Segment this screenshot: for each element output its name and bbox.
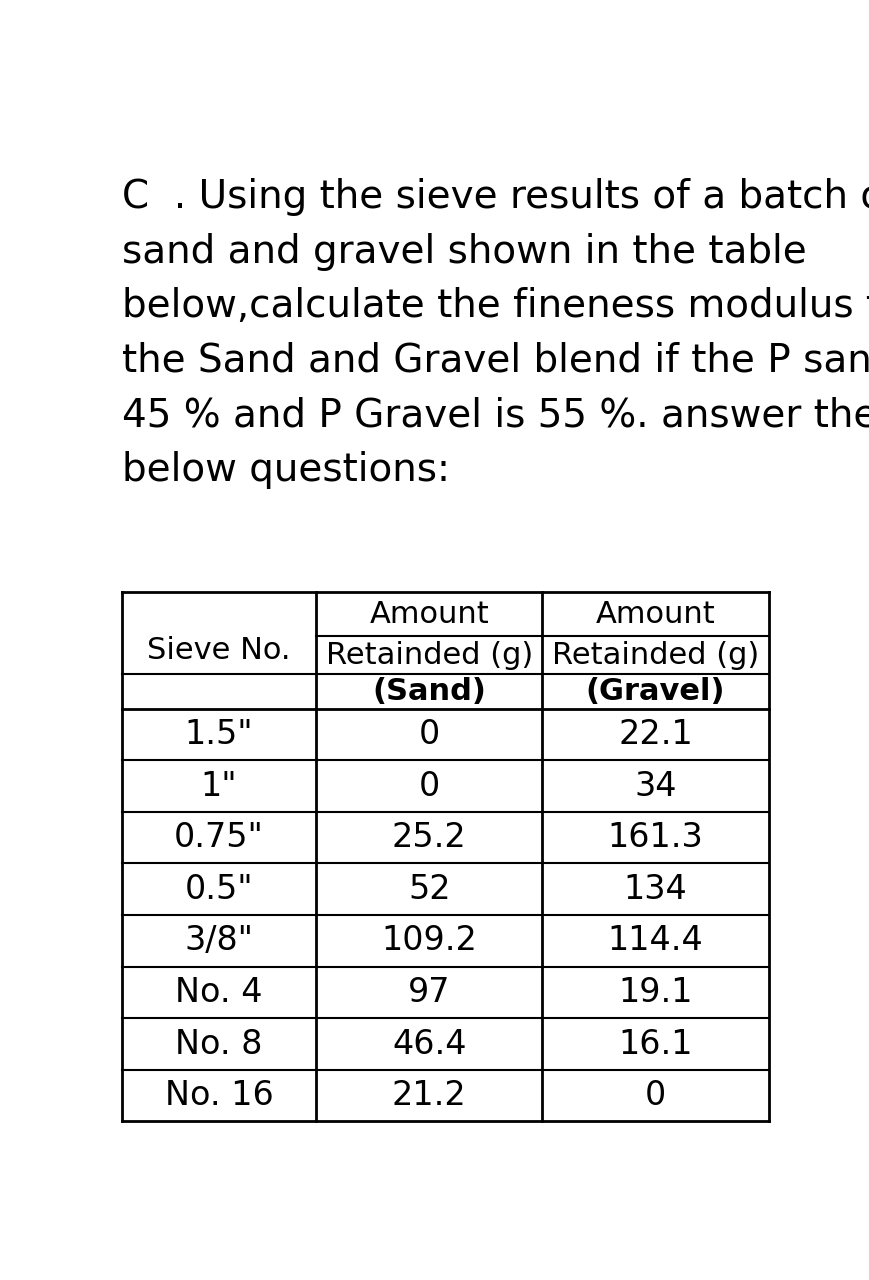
Text: Retainded (g): Retainded (g) — [326, 640, 533, 669]
Text: 161.3: 161.3 — [607, 822, 703, 854]
Text: 0.5": 0.5" — [185, 873, 254, 906]
Text: 19.1: 19.1 — [618, 975, 693, 1009]
Text: 109.2: 109.2 — [381, 924, 477, 957]
Text: 34: 34 — [634, 769, 677, 803]
Text: Sieve No.: Sieve No. — [148, 636, 291, 664]
Text: No. 16: No. 16 — [165, 1079, 274, 1112]
Text: Amount: Amount — [369, 600, 489, 628]
Text: 0: 0 — [419, 718, 440, 751]
Text: 21.2: 21.2 — [392, 1079, 467, 1112]
Text: 22.1: 22.1 — [618, 718, 693, 751]
Text: 1": 1" — [201, 769, 237, 803]
Text: 46.4: 46.4 — [392, 1028, 467, 1061]
Text: 25.2: 25.2 — [392, 822, 467, 854]
Text: Retainded (g): Retainded (g) — [552, 640, 760, 669]
Text: 16.1: 16.1 — [618, 1028, 693, 1061]
Text: (Gravel): (Gravel) — [586, 677, 726, 705]
Text: 97: 97 — [408, 975, 450, 1009]
Text: 0.75": 0.75" — [174, 822, 264, 854]
Text: No. 4: No. 4 — [176, 975, 262, 1009]
Text: 52: 52 — [408, 873, 450, 906]
Text: C . Using the sieve results of a batch of
sand and gravel shown in the table
bel: C . Using the sieve results of a batch o… — [122, 178, 869, 489]
Text: 0: 0 — [419, 769, 440, 803]
Text: (Sand): (Sand) — [372, 677, 486, 705]
Text: 134: 134 — [624, 873, 687, 906]
Text: 3/8": 3/8" — [184, 924, 254, 957]
Text: Amount: Amount — [595, 600, 715, 628]
Text: 1.5": 1.5" — [185, 718, 254, 751]
Text: No. 8: No. 8 — [176, 1028, 262, 1061]
Text: 114.4: 114.4 — [607, 924, 703, 957]
Text: 0: 0 — [645, 1079, 667, 1112]
